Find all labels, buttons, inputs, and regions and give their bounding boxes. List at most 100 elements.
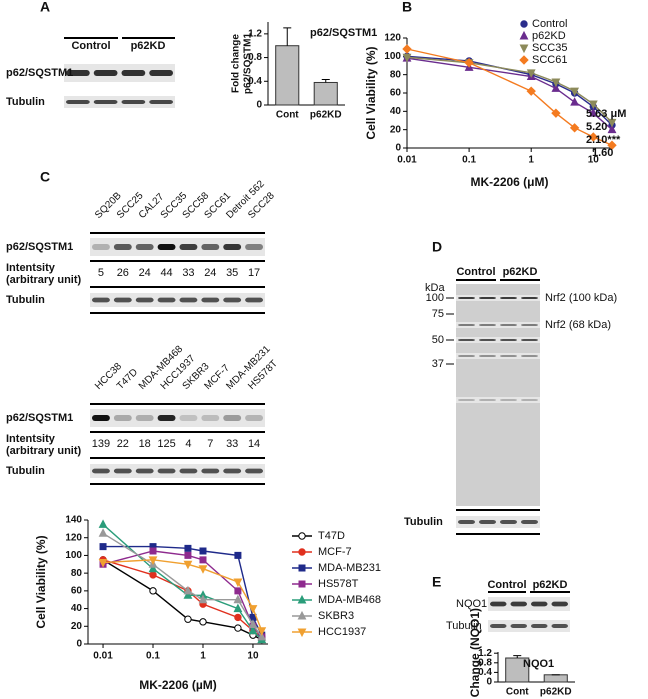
data-point <box>234 613 242 622</box>
band <box>245 297 263 303</box>
data-point <box>257 631 267 641</box>
data-point <box>233 603 243 613</box>
data-point <box>569 123 580 133</box>
band <box>157 415 176 421</box>
legend-marker <box>297 594 307 604</box>
row-label: (arbitrary unit) <box>6 445 82 457</box>
band <box>479 355 496 357</box>
legend-label: SCC35 <box>532 42 567 54</box>
data-point <box>248 619 258 629</box>
y-tick-label: 20 <box>71 621 83 632</box>
band <box>201 244 220 250</box>
row-label: Tubulin <box>6 96 45 108</box>
data-point <box>464 58 474 68</box>
y-tick-label: 0.4 <box>478 667 492 678</box>
data-point <box>607 124 617 134</box>
data-point <box>588 100 598 110</box>
legend-label: MDA-MB231 <box>318 562 381 574</box>
band <box>113 297 132 303</box>
band <box>479 520 496 524</box>
y-tick-label: 0 <box>486 677 492 688</box>
band <box>458 324 475 326</box>
marker-label: 100 <box>426 292 444 304</box>
data-point <box>149 547 157 555</box>
band <box>223 468 242 474</box>
band <box>510 624 527 628</box>
row-label: NQO1 <box>456 598 487 610</box>
y-tick-label: 1.2 <box>478 648 492 659</box>
band <box>201 468 220 474</box>
band <box>157 297 176 303</box>
data-point <box>248 625 258 635</box>
data-point <box>149 587 157 595</box>
x-tick-label: Cont <box>276 110 299 121</box>
data-point <box>148 556 158 565</box>
data-point <box>198 565 208 574</box>
data-point <box>198 594 208 604</box>
marker-label: 37 <box>432 358 444 370</box>
panel-letter: A <box>40 0 50 15</box>
blot-background <box>90 293 265 307</box>
intensity: 139 <box>92 438 110 450</box>
data-point <box>588 132 599 142</box>
legend-marker <box>519 55 529 65</box>
legend-marker <box>297 628 307 638</box>
band <box>113 468 132 474</box>
annotation: 2.10*** <box>586 134 621 146</box>
band <box>121 100 146 104</box>
band <box>458 520 475 524</box>
band <box>479 399 496 401</box>
annotation: 5.63 μM <box>586 108 626 120</box>
y-tick-label: 80 <box>390 69 402 80</box>
legend-label: MCF-7 <box>318 546 352 558</box>
lane-label: p62KD <box>503 266 538 278</box>
band <box>521 297 538 299</box>
y-tick-label: 140 <box>65 515 82 526</box>
data-point <box>526 86 536 96</box>
band <box>510 601 527 607</box>
lane-label: Control <box>71 40 110 52</box>
legend-marker <box>298 580 306 588</box>
blot-background <box>90 464 265 478</box>
band <box>490 601 507 607</box>
blot-background <box>64 96 175 108</box>
band <box>223 244 242 250</box>
blot-background <box>456 295 540 301</box>
row-label: Tubulin <box>404 516 443 528</box>
y-tick-label: 40 <box>71 603 83 614</box>
x-tick-label: 10 <box>588 155 600 166</box>
band <box>179 415 198 421</box>
y-tick-label: 0.8 <box>478 657 492 668</box>
data-point <box>184 615 192 623</box>
row-label: Tubulin <box>446 620 482 632</box>
data-point <box>551 108 561 118</box>
band-label: Nrf2 (68 kDa) <box>545 319 611 331</box>
bar <box>543 674 568 683</box>
data-point <box>551 78 561 88</box>
band <box>521 520 538 524</box>
band <box>149 100 173 104</box>
band <box>135 415 154 421</box>
annotation: 5.20 <box>586 121 607 133</box>
band <box>458 399 475 401</box>
band <box>113 415 132 421</box>
legend-marker <box>297 610 307 620</box>
marker-label: 50 <box>432 334 444 346</box>
legend-label: MDA-MB468 <box>318 594 381 606</box>
lane-label: p62KD <box>131 40 166 52</box>
lane-label: Control <box>487 579 526 591</box>
intensity: 18 <box>139 438 151 450</box>
data-point <box>234 624 242 632</box>
band <box>135 244 154 250</box>
legend-label: SKBR3 <box>318 610 354 622</box>
band <box>179 468 198 474</box>
panel-letter: B <box>402 0 412 15</box>
band <box>121 70 146 76</box>
blot-background <box>456 397 540 403</box>
band <box>135 468 154 474</box>
data-point <box>183 590 193 599</box>
bar <box>313 81 338 106</box>
intensity: 5 <box>98 267 104 279</box>
data-point <box>234 551 242 559</box>
